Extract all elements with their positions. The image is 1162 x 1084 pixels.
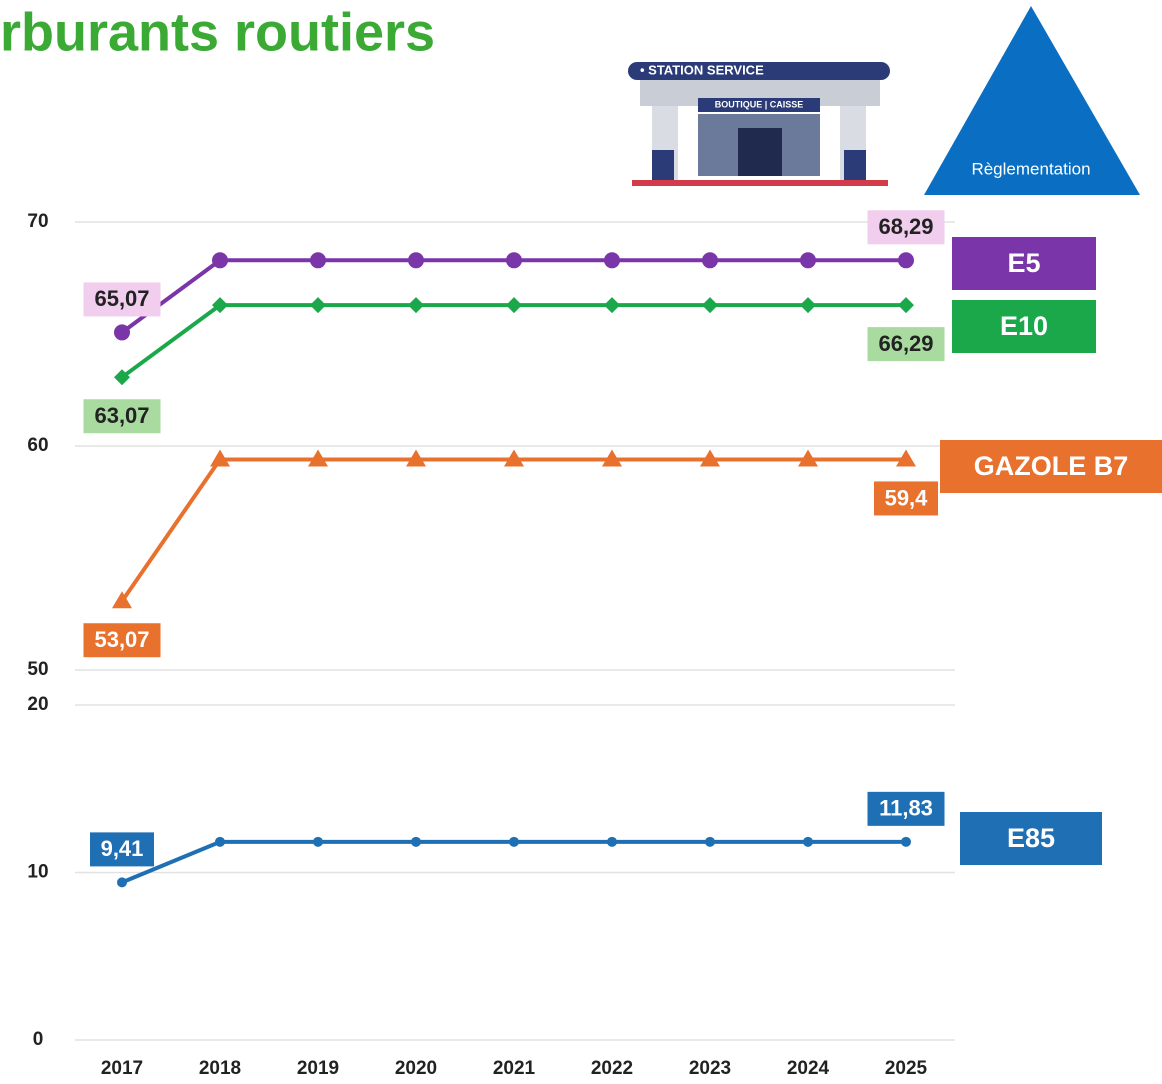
value-label-bg: [83, 623, 161, 658]
chart-title: rburants routiers: [0, 2, 435, 62]
value-label-bg: [83, 399, 161, 434]
marker: [800, 297, 816, 314]
legend-label: E85: [1007, 823, 1055, 853]
value-label-bg: [867, 327, 945, 362]
marker: [702, 297, 718, 314]
marker: [800, 252, 816, 269]
marker: [215, 836, 225, 847]
marker: [504, 449, 524, 467]
marker: [901, 836, 911, 847]
marker: [408, 252, 424, 269]
series-line: [120, 457, 906, 603]
value-label: 59,4: [885, 485, 929, 510]
marker: [700, 449, 720, 467]
marker: [313, 836, 323, 847]
y-tick-label: 0: [33, 1029, 44, 1050]
base: [632, 180, 888, 186]
value-label: 11,83: [879, 796, 933, 821]
marker: [896, 449, 916, 467]
marker: [602, 449, 622, 467]
marker: [212, 297, 228, 314]
value-label: 66,29: [878, 331, 933, 356]
marker: [509, 836, 519, 847]
marker: [212, 252, 228, 269]
legend-label: GAZOLE B7: [974, 451, 1129, 481]
marker: [112, 591, 132, 609]
legend-box: [960, 812, 1102, 865]
series-line: [120, 303, 906, 379]
series-line: [121, 839, 906, 885]
value-label: 53,07: [94, 627, 149, 652]
shop-text: BOUTIQUE | CAISSE: [715, 99, 804, 109]
value-label-bg: [874, 481, 938, 516]
legend-box: [940, 440, 1162, 493]
value-label-bg: [867, 791, 945, 826]
x-tick-label: 2021: [493, 1058, 536, 1079]
marker: [898, 297, 914, 314]
marker: [408, 297, 424, 314]
value-label: 9,41: [101, 836, 144, 861]
value-label-bg: [867, 210, 945, 245]
door: [738, 128, 782, 176]
value-label: 63,07: [94, 403, 149, 428]
value-label-bg: [83, 282, 161, 317]
marker: [607, 836, 617, 847]
legend-label: E10: [1000, 311, 1048, 341]
marker: [114, 324, 130, 341]
y-tick-label: 50: [27, 659, 48, 680]
x-tick-label: 2019: [297, 1058, 339, 1079]
y-tick-label: 20: [27, 694, 48, 715]
marker: [308, 449, 328, 467]
x-tick-label: 2020: [395, 1058, 437, 1079]
y-tick-label: 60: [27, 435, 48, 456]
value-label: 68,29: [878, 214, 933, 239]
x-tick-label: 2023: [689, 1058, 731, 1079]
x-tick-label: 2025: [885, 1058, 928, 1079]
marker: [406, 449, 426, 467]
marker: [310, 252, 326, 269]
badge: [924, 6, 1140, 195]
x-tick-label: 2018: [199, 1058, 241, 1079]
marker: [117, 877, 127, 888]
y-tick-label: 70: [27, 211, 48, 232]
marker: [310, 297, 326, 314]
marker: [210, 449, 230, 467]
series-line: [120, 258, 906, 335]
legend-box: [952, 300, 1096, 353]
marker: [798, 449, 818, 467]
x-tick-label: 2022: [591, 1058, 633, 1079]
value-label: 65,07: [94, 286, 149, 311]
marker: [705, 836, 715, 847]
marker: [506, 297, 522, 314]
sign-text: • STATION SERVICE: [640, 62, 764, 77]
badge-text: Règlementation: [971, 159, 1090, 178]
marker: [411, 836, 421, 847]
marker: [702, 252, 718, 269]
marker: [898, 252, 914, 269]
station-illustration: • STATION SERVICE BOUTIQUE | CAISSE: [628, 62, 890, 186]
y-tick-label: 10: [27, 862, 48, 883]
x-tick-label: 2024: [787, 1058, 830, 1079]
pump: [652, 150, 674, 186]
legend-box: [952, 237, 1096, 290]
legend-label: E5: [1007, 248, 1040, 278]
x-tick-label: 2017: [101, 1058, 143, 1079]
marker: [114, 369, 130, 386]
marker: [604, 252, 620, 269]
marker: [506, 252, 522, 269]
sign: [628, 62, 890, 80]
marker: [604, 297, 620, 314]
marker: [803, 836, 813, 847]
shop-sign: [698, 98, 820, 112]
value-label-bg: [90, 832, 154, 867]
pump: [844, 150, 866, 186]
